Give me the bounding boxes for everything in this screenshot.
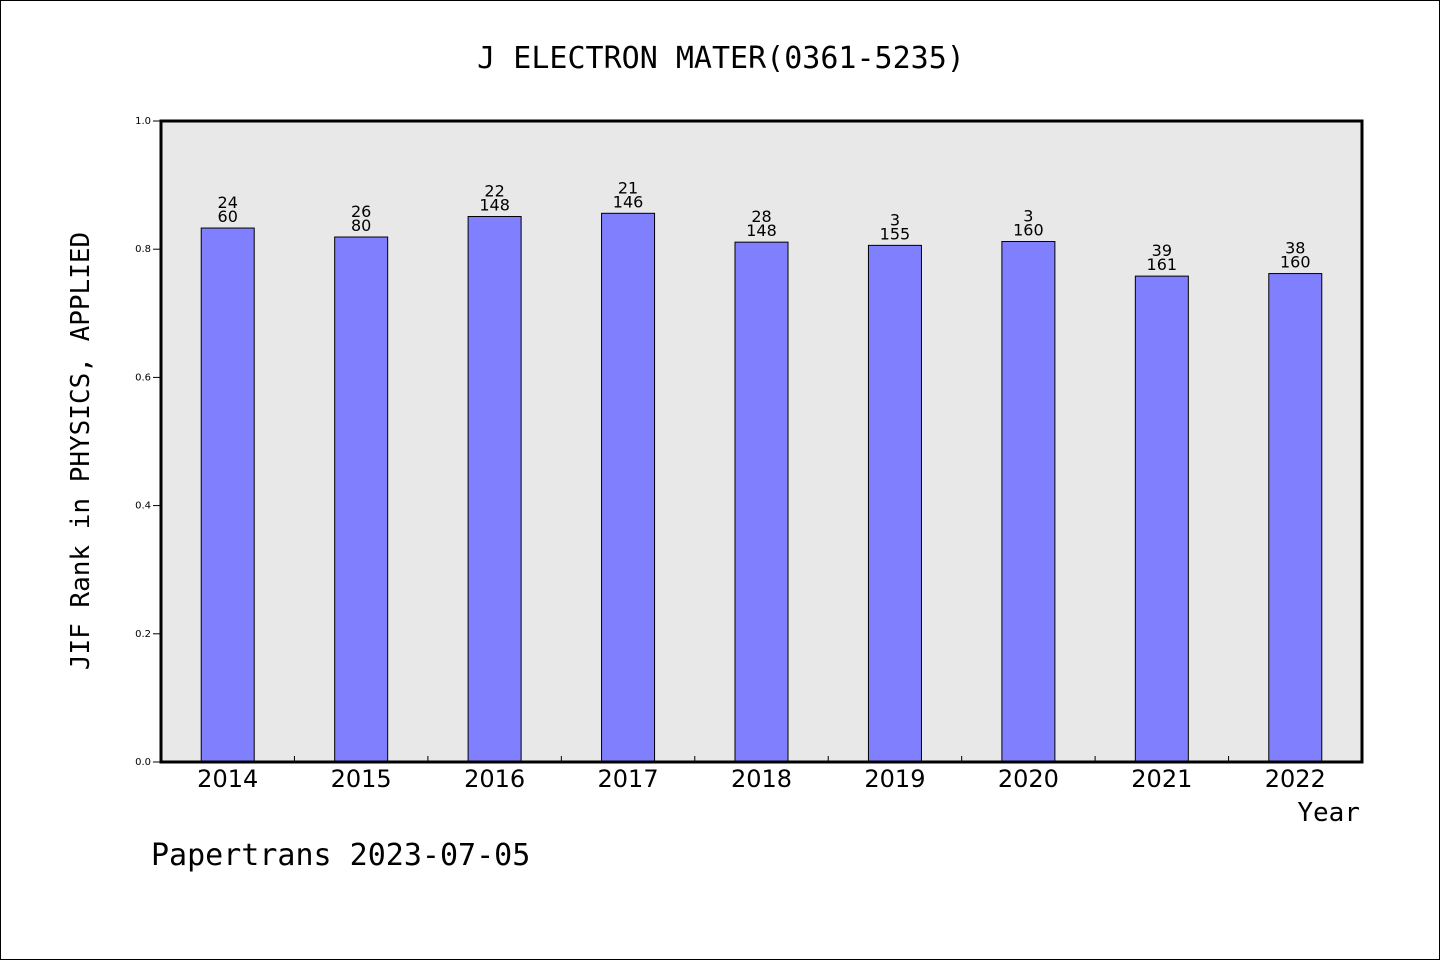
bar-total-label: 148 bbox=[479, 196, 510, 215]
bar-rank-label: 3 bbox=[890, 210, 900, 229]
bar-2019 bbox=[867, 244, 922, 763]
x-tick-label: 2016 bbox=[464, 765, 525, 793]
chart-title: J ELECTRON MATER(0361-5235) bbox=[477, 41, 965, 76]
bar-total-label: 160 bbox=[1280, 253, 1311, 272]
bar-total-label: 160 bbox=[1013, 221, 1044, 240]
x-tick-label: 2022 bbox=[1265, 765, 1326, 793]
bar-total-label: 80 bbox=[351, 216, 371, 235]
x-tick-label: 2020 bbox=[998, 765, 1059, 793]
bar-rank-label: 38 bbox=[1285, 239, 1305, 258]
plot-border bbox=[159, 119, 1364, 764]
bar-rank-label: 24 bbox=[218, 193, 238, 212]
bar-total-label: 146 bbox=[613, 192, 644, 211]
x-tick-label: 2018 bbox=[731, 765, 792, 793]
bar-rank-label: 26 bbox=[351, 202, 371, 221]
bar-2021 bbox=[1134, 275, 1189, 763]
bar-rank-label: 39 bbox=[1152, 241, 1172, 260]
y-tick-label: 0.8 bbox=[135, 244, 151, 255]
bar-rank-label: 3 bbox=[1023, 207, 1033, 226]
bar-rank-label: 22 bbox=[484, 182, 504, 201]
y-tick-label: 0.6 bbox=[135, 372, 151, 383]
y-tick-label: 1.0 bbox=[135, 116, 151, 127]
bar-2020 bbox=[1001, 241, 1056, 763]
x-axis: 2014 2015 2016 2017 2018 2019 2020 2021 2022 bbox=[197, 756, 1326, 793]
bar-total-label: 161 bbox=[1147, 255, 1178, 274]
y-axis-label: JIF Rank in PHYSICS, APPLIED bbox=[66, 232, 96, 670]
bar-total-label: 60 bbox=[218, 207, 238, 226]
x-tick-label: 2017 bbox=[598, 765, 659, 793]
bar-2018 bbox=[734, 241, 789, 763]
x-tick-label: 2021 bbox=[1131, 765, 1192, 793]
x-tick-label: 2015 bbox=[331, 765, 392, 793]
bar-2016 bbox=[467, 216, 522, 763]
y-tick-label: 0.0 bbox=[135, 757, 151, 768]
bars bbox=[200, 212, 1323, 763]
y-tick-label: 0.2 bbox=[135, 629, 151, 640]
bar-2015 bbox=[334, 236, 389, 763]
y-tick-label: 0.4 bbox=[135, 501, 151, 512]
bar-2022 bbox=[1268, 273, 1323, 763]
bar-2017 bbox=[601, 212, 656, 763]
bar-2014 bbox=[200, 227, 255, 763]
x-axis-label: Year bbox=[1297, 798, 1360, 828]
bar-total-label: 155 bbox=[880, 224, 911, 243]
bar-total-label: 148 bbox=[746, 221, 777, 240]
bar-rank-label: 21 bbox=[618, 178, 638, 197]
x-tick-label: 2019 bbox=[864, 765, 925, 793]
bar-rank-label: 28 bbox=[751, 207, 771, 226]
y-axis: 0.0 0.2 0.4 0.6 0.8 1.0 bbox=[135, 116, 161, 768]
footer-text: Papertrans 2023-07-05 bbox=[151, 838, 530, 873]
x-tick-label: 2014 bbox=[197, 765, 258, 793]
